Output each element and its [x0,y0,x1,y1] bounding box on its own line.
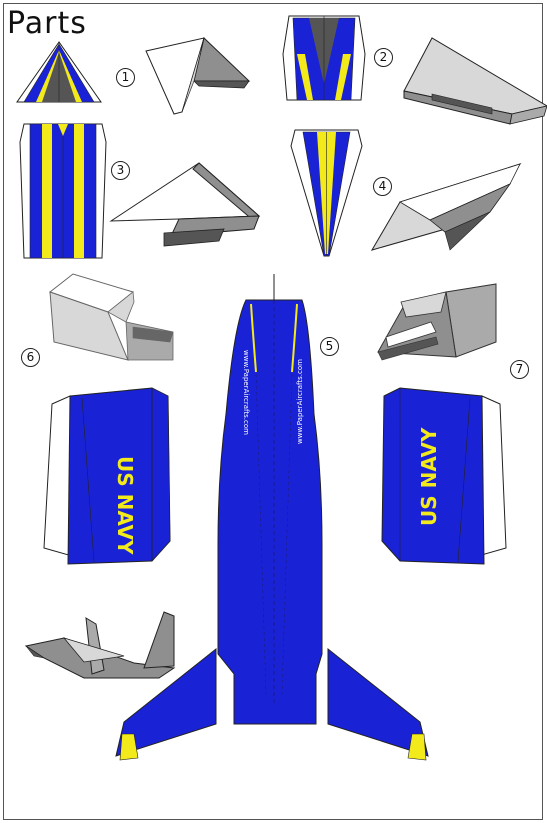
assembled-plane-illustration [24,611,176,679]
part-number-5: 5 [320,337,339,356]
part-number-6: 6 [21,348,40,367]
part-6-tail-fin-flat: US NAVY [43,387,171,565]
fuselage-url-right: www.PaperAircrafts.com [296,359,304,444]
part-number-7: 7 [510,360,529,379]
part-7-tail-base-folded [377,283,497,361]
part-5-fuselage-wings: www.PaperAircrafts.com www.PaperAircraft… [115,274,429,761]
tail-label-right: US NAVY [417,427,441,526]
page-title: Parts [7,6,87,41]
part-number-4: 4 [373,177,392,196]
tail-label-left: US NAVY [113,456,137,555]
part-4-nose-lower-flat [290,129,363,257]
part-4-nose-lower-folded [370,162,522,251]
fuselage-url-left: www.PaperAircrafts.com [242,350,250,435]
part-7-tail-fin-flat: US NAVY [381,387,507,565]
part-2-canopy-folded [403,37,547,125]
part-1-nose-folded [145,37,251,115]
part-number-3: 3 [111,161,130,180]
parts-sheet: Parts 1 2 3 4 5 6 7 [3,3,547,820]
part-6-tail-base-folded [48,273,174,361]
part-number-2: 2 [374,48,393,67]
part-3-fuselage-panel-flat [19,123,107,259]
part-3-fuselage-panel-folded [109,162,261,247]
part-1-nose-flat [16,41,102,103]
part-number-1: 1 [116,68,135,87]
part-2-canopy-flat [282,15,366,101]
